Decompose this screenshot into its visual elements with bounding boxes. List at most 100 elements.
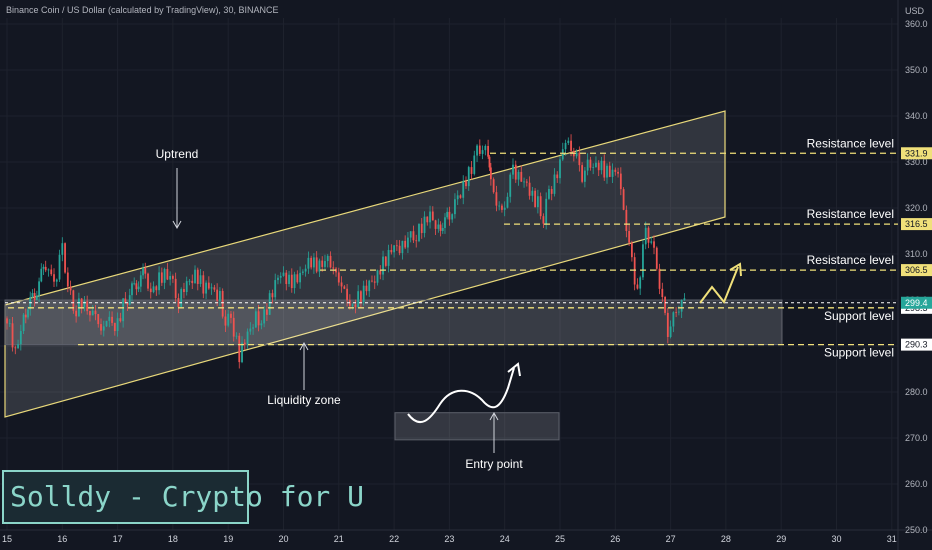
candle-body <box>379 270 382 275</box>
candle-body <box>44 266 47 271</box>
candle-body <box>550 189 553 194</box>
candle-body <box>310 257 313 268</box>
candle-body <box>213 287 216 290</box>
candle-body <box>307 257 310 269</box>
candle-body <box>683 298 686 301</box>
candle-body <box>583 170 586 182</box>
candle-body <box>470 167 473 174</box>
candle-body <box>152 286 155 293</box>
level-price-tag <box>901 147 932 160</box>
candle-body <box>561 149 564 160</box>
candle-body <box>454 199 456 215</box>
candle-body <box>205 282 207 294</box>
candle-body <box>586 159 589 171</box>
y-tick-label: 320.0 <box>905 203 928 213</box>
x-tick-label: 19 <box>223 534 233 544</box>
candle-body <box>603 160 606 178</box>
candle-body <box>313 257 315 268</box>
candle-body <box>169 276 172 280</box>
y-tick-label: 360.0 <box>905 19 928 29</box>
candle-body <box>260 323 263 326</box>
candle-body <box>343 286 346 289</box>
candle-body <box>575 152 578 157</box>
candle-body <box>614 169 617 172</box>
candle-body <box>27 309 29 318</box>
candle-body <box>622 189 625 210</box>
candle-body <box>501 205 503 210</box>
candle-body <box>368 280 371 292</box>
candle-body <box>340 282 343 287</box>
uptrend-channel <box>4 110 726 418</box>
candle-body <box>230 313 232 318</box>
candle-body <box>172 276 174 279</box>
candle-body <box>177 298 180 307</box>
liquidity-zone-label: Liquidity zone <box>267 393 341 407</box>
candle-body <box>448 211 451 220</box>
candle-body <box>185 281 188 293</box>
candle-body <box>478 145 481 154</box>
candle-body <box>50 269 53 275</box>
candle-body <box>462 181 465 198</box>
level-price-tag-text: 306.5 <box>905 265 928 275</box>
candle-body <box>548 189 550 199</box>
candle-body <box>650 241 653 243</box>
entry-point-arrow <box>489 411 499 453</box>
candle-body <box>133 283 136 285</box>
candle-body <box>434 220 437 229</box>
candle-body <box>517 171 520 180</box>
candle-body <box>592 167 595 168</box>
y-tick-label: 350.0 <box>905 65 928 75</box>
y-tick-label: 310.0 <box>905 249 928 259</box>
candle-body <box>437 224 440 229</box>
candle-body <box>664 297 666 313</box>
candle-body <box>332 267 335 269</box>
candle-body <box>376 270 379 283</box>
candle-body <box>224 316 227 326</box>
candle-body <box>407 237 409 248</box>
current-price-tag-text: 299.4 <box>905 298 928 308</box>
candle-body <box>227 313 230 326</box>
candle-body <box>11 323 14 348</box>
level-price-tag <box>901 264 932 277</box>
candle-body <box>80 298 83 308</box>
candle-body <box>423 216 426 234</box>
candle-body <box>139 275 142 287</box>
entry-projection-path <box>407 367 515 424</box>
candle-body <box>33 293 36 301</box>
candle-body <box>24 314 27 318</box>
level-price-tag-text: 290.3 <box>905 340 928 350</box>
candle-body <box>669 326 672 337</box>
x-tick-label: 22 <box>389 534 399 544</box>
candle-body <box>459 195 462 198</box>
candle-body <box>564 142 567 150</box>
candle-body <box>556 174 559 179</box>
candle-body <box>97 314 100 325</box>
candle-body <box>219 290 221 301</box>
candle-body <box>536 196 539 208</box>
candle-body <box>617 171 619 174</box>
candle-body <box>503 207 506 210</box>
x-tick-label: 25 <box>555 534 565 544</box>
candle-body <box>69 286 72 291</box>
candle-body <box>75 310 78 317</box>
candle-body <box>35 295 38 301</box>
candle-body <box>6 318 8 324</box>
candle-body <box>299 272 301 283</box>
x-tick-label: 28 <box>721 534 731 544</box>
candle-body <box>528 182 531 196</box>
candle-body <box>304 268 307 272</box>
candle-body <box>415 240 418 242</box>
candle-body <box>61 243 64 255</box>
candle-body <box>40 268 43 282</box>
candle-body <box>263 309 266 324</box>
candle-body <box>418 223 420 242</box>
candle-body <box>653 241 655 248</box>
candle-body <box>301 271 304 273</box>
candle-body <box>523 181 525 183</box>
candle-body <box>31 293 34 298</box>
candle-body <box>160 272 163 283</box>
x-tick-label: 26 <box>610 534 620 544</box>
candle-body <box>401 240 404 254</box>
candle-body <box>290 274 293 289</box>
